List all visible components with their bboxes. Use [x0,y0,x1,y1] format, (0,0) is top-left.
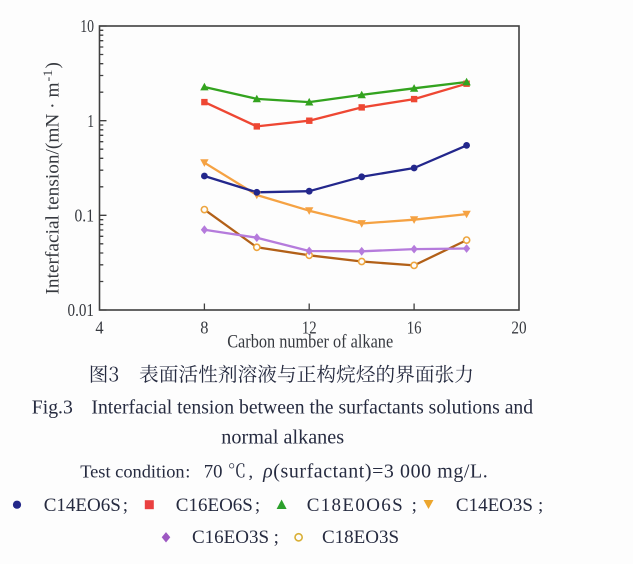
svg-text:-1: -1 [41,70,55,82]
svg-text:): ) [43,62,64,68]
svg-text:Test condition: Test condition [80,461,184,481]
svg-text:0.01: 0.01 [68,300,95,320]
svg-text:8: 8 [200,318,208,338]
svg-text:12: 12 [302,318,317,338]
svg-text:10: 10 [80,16,94,36]
svg-text:C14EO3S;: C14EO3S; [456,495,543,516]
svg-text::: : [185,461,190,481]
svg-text:normal alkanes: normal alkanes [221,426,344,448]
svg-text:C14EO6S;: C14EO6S; [44,495,128,516]
svg-text:C18E0O6S;: C18E0O6S; [307,495,417,516]
svg-text:70: 70 [204,461,223,482]
svg-text:C16EO6S;: C16EO6S; [176,495,260,516]
svg-text:Carbon number of alkane: Carbon number of alkane [227,332,393,353]
svg-text:16: 16 [407,318,422,338]
svg-text:4: 4 [95,318,103,338]
svg-text:1: 1 [87,111,94,131]
svg-text:C16EO3S;: C16EO3S; [192,527,279,548]
svg-text:Fig.3: Fig.3 [32,396,73,418]
svg-text:Interfacial tension/(mN · m: Interfacial tension/(mN · m [43,82,64,294]
svg-text:0.1: 0.1 [75,205,95,225]
svg-text:,: , [249,461,254,481]
svg-text:C18EO3S: C18EO3S [322,527,399,548]
svg-text:ρ(surfactant)=3 000 mg/L.: ρ(surfactant)=3 000 mg/L. [262,460,488,482]
svg-text:Interfacial tension between th: Interfacial tension between the surfacta… [91,396,533,418]
svg-text:20: 20 [511,318,526,338]
